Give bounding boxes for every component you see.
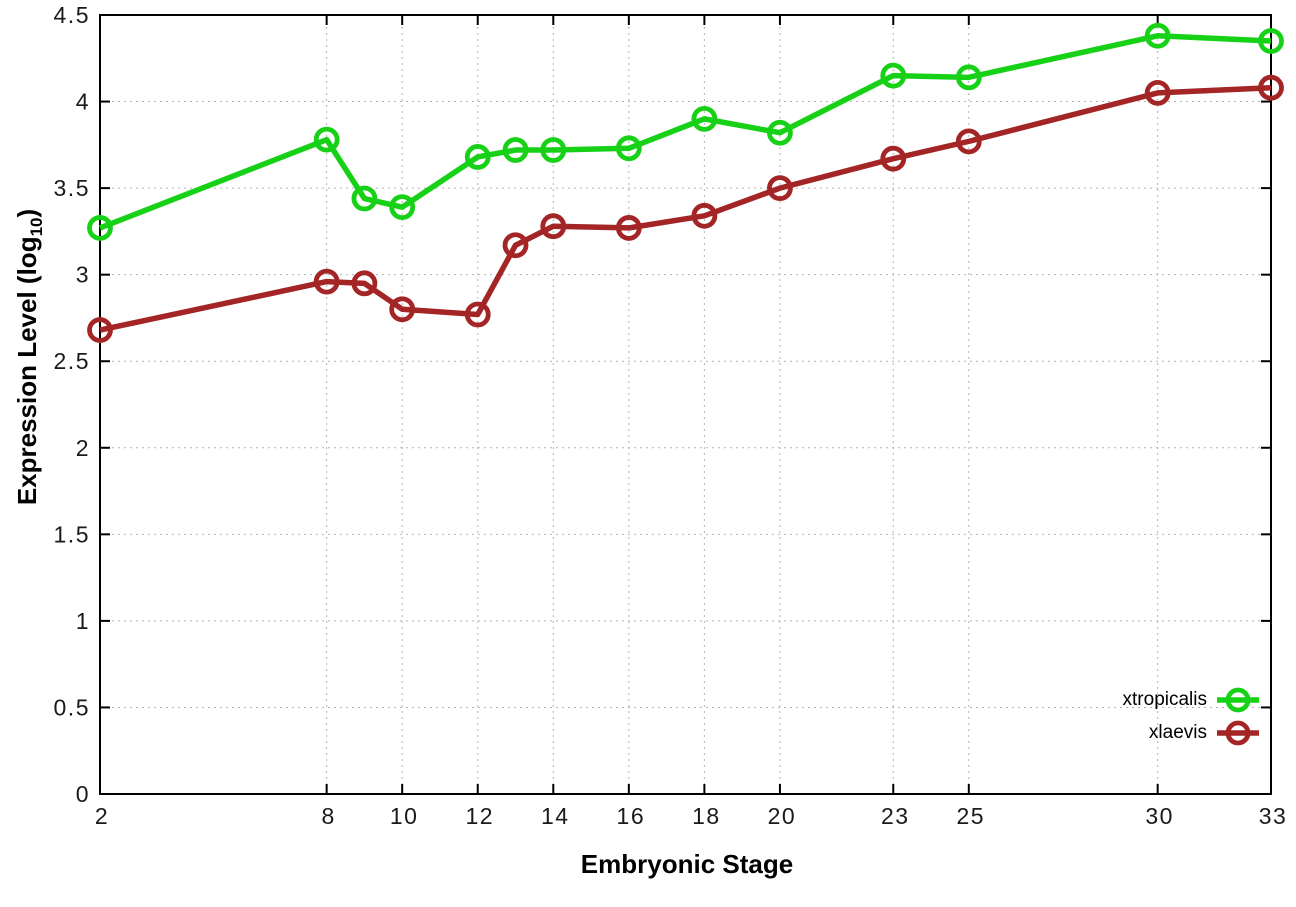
legend-item-xlaevis: xlaevis xyxy=(1149,716,1260,749)
y-axis-title-main: Expression Level (log xyxy=(12,236,42,506)
svg-text:3: 3 xyxy=(76,262,90,288)
x-axis-title: Embryonic Stage xyxy=(580,849,794,879)
data-point-xlaevis-stage-10 xyxy=(389,296,416,323)
data-point-xtropicalis-stage-8 xyxy=(313,126,340,153)
data-point-xlaevis-stage-14 xyxy=(540,213,567,240)
svg-text:18: 18 xyxy=(692,803,721,829)
legend: xtropicalis xlaevis xyxy=(1123,683,1260,749)
data-point-xlaevis-stage-25 xyxy=(955,128,982,155)
data-point-xtropicalis-stage-18 xyxy=(691,105,718,132)
data-point-xtropicalis-stage-25 xyxy=(955,64,982,91)
data-point-xlaevis-stage-20 xyxy=(767,175,793,202)
svg-text:4: 4 xyxy=(76,89,90,115)
data-point-xlaevis-stage-9 xyxy=(351,270,378,297)
svg-text:25: 25 xyxy=(957,803,986,829)
data-point-xlaevis-stage-18 xyxy=(691,202,718,229)
legend-label-xlaevis: xlaevis xyxy=(1148,721,1207,743)
svg-text:0: 0 xyxy=(76,781,90,807)
svg-text:14: 14 xyxy=(541,803,570,829)
gridlines xyxy=(100,15,1271,794)
legend-label-xtropicalis: xtropicalis xyxy=(1122,688,1207,710)
svg-text:12: 12 xyxy=(465,803,494,829)
svg-text:3.5: 3.5 xyxy=(54,175,90,201)
series-xlaevis xyxy=(87,74,1284,343)
legend-item-xtropicalis: xtropicalis xyxy=(1123,683,1260,716)
svg-text:23: 23 xyxy=(881,803,910,829)
legend-marker-xtropicalis-icon xyxy=(1217,687,1259,712)
data-point-xlaevis-stage-12 xyxy=(464,301,491,328)
data-point-xlaevis-stage-13 xyxy=(502,232,529,259)
data-point-xtropicalis-stage-2 xyxy=(87,215,113,241)
svg-text:16: 16 xyxy=(617,803,646,829)
data-point-xtropicalis-stage-10 xyxy=(389,194,416,221)
svg-text:2.5: 2.5 xyxy=(54,348,90,374)
data-point-xtropicalis-stage-9 xyxy=(351,185,378,212)
y-axis-title-subscript: 10 xyxy=(27,217,47,237)
svg-text:2: 2 xyxy=(95,803,109,829)
legend-marker-xlaevis-icon xyxy=(1217,720,1259,745)
svg-text:2: 2 xyxy=(76,435,90,461)
tick-labels: 2 8 10 12 14 16 18 20 23 25 30 33 0 0.5 1 1.5 2 2.5 3 3.5 4 4… xyxy=(54,2,1288,829)
data-point-xlaevis-stage-30 xyxy=(1144,80,1171,106)
data-point-xtropicalis-stage-30 xyxy=(1144,22,1171,49)
svg-text:30: 30 xyxy=(1145,803,1174,829)
data-point-xtropicalis-stage-20 xyxy=(767,119,793,146)
data-point-xtropicalis-stage-23 xyxy=(880,62,907,89)
data-point-xlaevis-stage-23 xyxy=(880,145,907,172)
data-point-xtropicalis-stage-33 xyxy=(1258,28,1284,54)
y-axis-title: Expression Level (log10) xyxy=(9,142,47,572)
data-point-xtropicalis-stage-13 xyxy=(502,137,529,163)
data-point-xlaevis-stage-33 xyxy=(1258,74,1284,101)
svg-text:1: 1 xyxy=(76,608,90,634)
data-point-xtropicalis-stage-12 xyxy=(464,144,491,170)
data-point-xlaevis-stage-8 xyxy=(313,268,340,295)
data-point-xlaevis-stage-16 xyxy=(615,215,642,241)
svg-text:33: 33 xyxy=(1259,803,1288,829)
svg-text:0.5: 0.5 xyxy=(54,694,90,720)
svg-text:1.5: 1.5 xyxy=(54,521,90,547)
y-axis-title-close: ) xyxy=(12,208,42,218)
series xyxy=(87,22,1284,343)
svg-text:10: 10 xyxy=(390,803,419,829)
svg-text:20: 20 xyxy=(768,803,797,829)
svg-text:4.5: 4.5 xyxy=(54,2,90,28)
data-point-xtropicalis-stage-16 xyxy=(615,135,642,162)
axes xyxy=(99,14,1272,795)
data-point-xlaevis-stage-2 xyxy=(87,317,113,343)
data-point-xtropicalis-stage-14 xyxy=(540,137,567,163)
series-xtropicalis xyxy=(87,22,1284,241)
svg-text:8: 8 xyxy=(321,803,335,829)
